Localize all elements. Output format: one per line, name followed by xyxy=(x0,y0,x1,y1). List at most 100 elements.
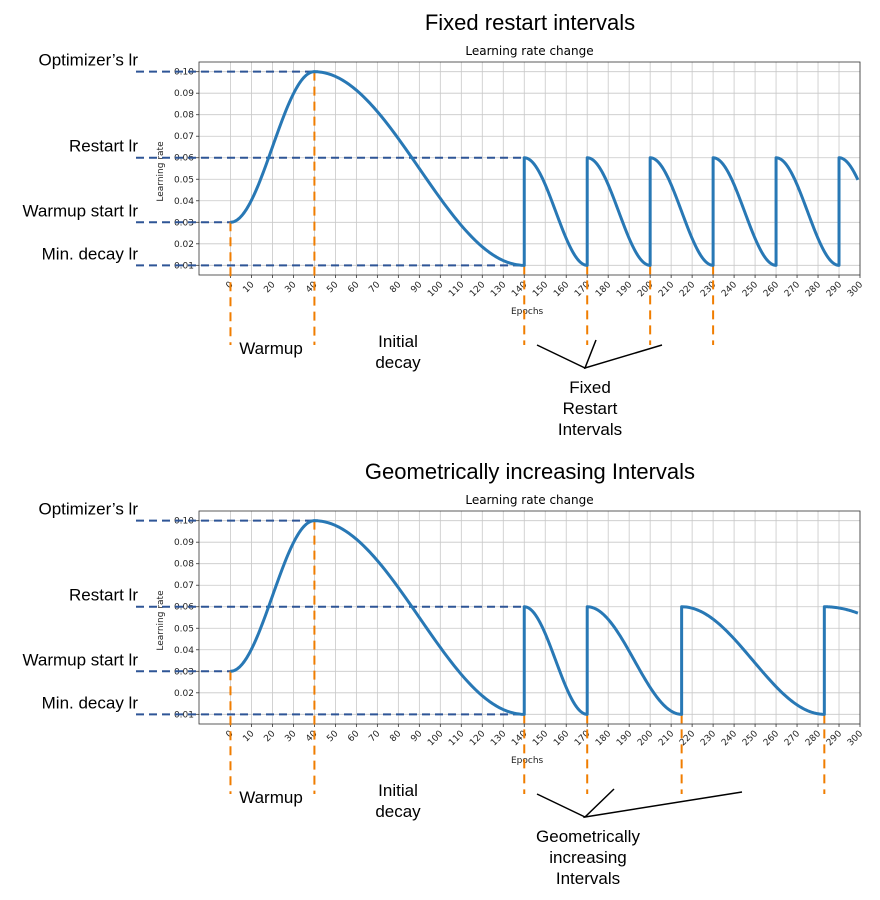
plot-title: Learning rate change xyxy=(465,44,593,58)
x-tick-label: 250 xyxy=(741,729,760,748)
x-tick-label: 30 xyxy=(283,280,298,295)
x-tick-label: 180 xyxy=(594,729,613,748)
x-tick-label: 10 xyxy=(241,729,256,744)
x-tick-label: 80 xyxy=(388,729,403,744)
y-tick-label: 0.03 xyxy=(174,218,194,228)
y-tick-label: 0.05 xyxy=(174,624,194,634)
x-tick-label: 300 xyxy=(846,280,865,299)
lr-series-line xyxy=(230,519,859,716)
x-tick-label: 190 xyxy=(615,280,634,299)
x-tick-label: 280 xyxy=(804,729,823,748)
level-label: Optimizer’s lr xyxy=(39,51,139,70)
y-tick-label: 0.04 xyxy=(174,197,194,207)
initial-decay-annotation: decay xyxy=(375,802,421,821)
warmup-annotation: Warmup xyxy=(239,339,303,358)
level-label: Min. decay lr xyxy=(42,693,139,712)
x-tick-label: 110 xyxy=(447,729,466,748)
x-tick-label: 210 xyxy=(657,729,676,748)
geometric-intervals-chart: Geometrically increasing Intervals Learni… xyxy=(22,459,865,888)
x-tick-label: 90 xyxy=(409,729,424,744)
initial-decay-annotation: decay xyxy=(375,353,421,372)
x-tick-label: 220 xyxy=(678,280,697,299)
x-tick-label: 70 xyxy=(367,729,382,744)
intervals-annotation: Restart xyxy=(563,399,618,418)
fixed-restart-chart: Fixed restart intervals Learning rate cha… xyxy=(22,10,865,439)
level-label: Warmup start lr xyxy=(22,650,138,669)
y-tick-label: 0.05 xyxy=(174,175,194,185)
x-axis-label: Epochs xyxy=(511,307,544,317)
x-tick-label: 50 xyxy=(325,280,340,295)
x-tick-label: 80 xyxy=(388,280,403,295)
level-label: Restart lr xyxy=(69,137,138,156)
intervals-bracket xyxy=(536,339,663,370)
plot-frame xyxy=(198,61,861,276)
x-tick-label: 20 xyxy=(262,729,277,744)
x-tick-label: 250 xyxy=(741,280,760,299)
y-tick-label: 0.03 xyxy=(174,667,194,677)
lr-series-line xyxy=(230,70,860,267)
x-tick-label: 30 xyxy=(283,729,298,744)
x-tick-label: 100 xyxy=(426,280,445,299)
y-tick-label: 0.09 xyxy=(174,89,194,99)
level-label: Warmup start lr xyxy=(22,201,138,220)
y-tick-label: 0.08 xyxy=(174,111,194,121)
y-axis-label: Learning rate xyxy=(156,141,166,202)
x-tick-label: 60 xyxy=(346,280,361,295)
x-tick-label: 20 xyxy=(262,280,277,295)
x-tick-label: 240 xyxy=(720,729,739,748)
figure-title: Fixed restart intervals xyxy=(425,10,635,35)
x-tick-label: 160 xyxy=(552,729,571,748)
x-tick-label: 140 xyxy=(510,280,529,299)
x-tick-label: 230 xyxy=(699,280,718,299)
x-tick-label: 270 xyxy=(783,280,802,299)
y-tick-label: 0.07 xyxy=(174,132,194,142)
y-tick-label: 0.10 xyxy=(174,68,194,78)
x-tick-label: 60 xyxy=(346,729,361,744)
intervals-annotation: Intervals xyxy=(558,420,622,439)
y-tick-label: 0.02 xyxy=(174,689,194,699)
y-tick-label: 0.01 xyxy=(174,261,194,271)
y-tick-label: 0.07 xyxy=(174,581,194,591)
x-tick-label: 130 xyxy=(489,729,508,748)
x-tick-label: 120 xyxy=(468,280,487,299)
intervals-annotation: Fixed xyxy=(569,378,611,397)
y-tick-label: 0.06 xyxy=(174,603,194,613)
x-tick-label: 180 xyxy=(594,280,613,299)
warmup-annotation: Warmup xyxy=(239,788,303,807)
x-tick-label: 160 xyxy=(552,280,571,299)
x-tick-label: 190 xyxy=(615,729,634,748)
x-tick-label: 150 xyxy=(531,280,550,299)
initial-decay-annotation: Initial xyxy=(378,332,418,351)
x-tick-label: 290 xyxy=(825,280,844,299)
x-tick-label: 140 xyxy=(510,729,529,748)
x-tick-label: 270 xyxy=(783,729,802,748)
level-label: Restart lr xyxy=(69,586,138,605)
initial-decay-annotation: Initial xyxy=(378,781,418,800)
x-tick-label: 100 xyxy=(426,729,445,748)
y-tick-label: 0.06 xyxy=(174,154,194,164)
y-tick-label: 0.10 xyxy=(174,517,194,527)
x-tick-label: 200 xyxy=(636,280,655,299)
y-axis-label: Learning rate xyxy=(156,590,166,651)
fixed-restart-panel: Fixed restart intervals Learning rate cha… xyxy=(22,10,865,439)
x-tick-label: 70 xyxy=(367,280,382,295)
x-tick-label: 40 xyxy=(304,280,319,295)
y-tick-label: 0.02 xyxy=(174,240,194,250)
x-tick-label: 260 xyxy=(762,729,781,748)
x-tick-label: 300 xyxy=(846,729,865,748)
x-tick-label: 260 xyxy=(762,280,781,299)
figure-title: Geometrically increasing Intervals xyxy=(365,459,695,484)
y-tick-label: 0.01 xyxy=(174,710,194,720)
x-tick-label: 170 xyxy=(573,729,592,748)
x-tick-label: 50 xyxy=(325,729,340,744)
intervals-annotation: increasing xyxy=(549,848,627,867)
x-axis-label: Epochs xyxy=(511,756,544,766)
intervals-bracket xyxy=(536,788,743,819)
plot-title: Learning rate change xyxy=(465,493,593,507)
x-tick-label: 40 xyxy=(304,729,319,744)
plot-frame xyxy=(198,510,861,725)
x-tick-label: 130 xyxy=(489,280,508,299)
x-tick-label: 290 xyxy=(825,729,844,748)
geometric-intervals-panel: Geometrically increasing Intervals Learni… xyxy=(0,449,880,899)
intervals-annotation: Geometrically xyxy=(536,827,640,846)
